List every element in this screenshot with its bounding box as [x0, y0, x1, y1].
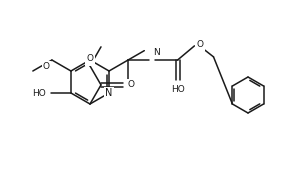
Text: O: O: [86, 54, 94, 63]
Text: O: O: [197, 40, 203, 49]
Text: O: O: [43, 62, 50, 71]
Text: N: N: [153, 48, 160, 57]
Text: N: N: [86, 55, 94, 65]
Text: N: N: [105, 88, 113, 98]
Text: HO: HO: [171, 85, 184, 94]
Text: HO: HO: [32, 89, 46, 98]
Text: O: O: [128, 80, 135, 89]
